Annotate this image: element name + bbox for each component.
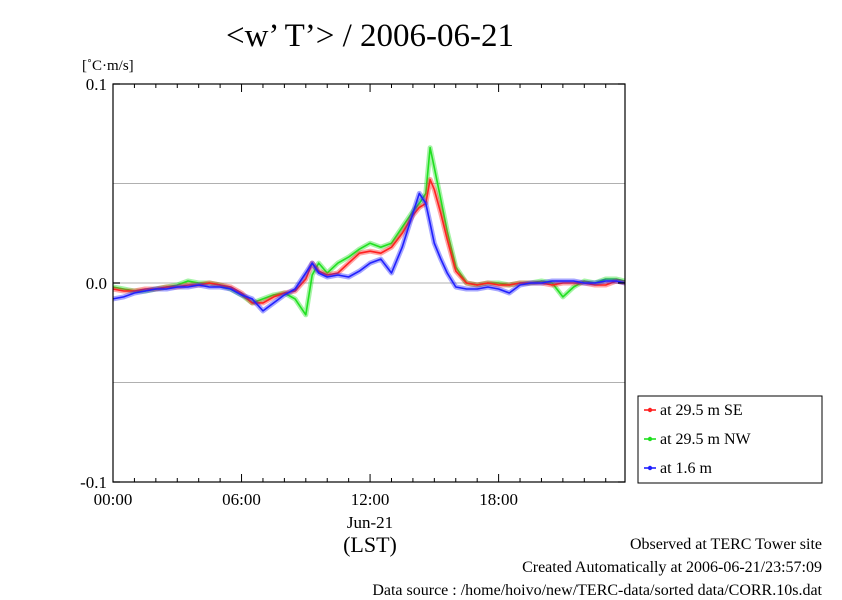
x-axis-label: (LST)	[343, 532, 397, 557]
legend-marker-1	[647, 436, 653, 442]
y-tick-label: -0.1	[80, 473, 107, 492]
legend-marker-2	[647, 465, 653, 471]
legend-box	[637, 395, 823, 484]
x-tick-label: 00:00	[94, 490, 133, 509]
legend-marker-0	[647, 407, 653, 413]
y-axis-unit-label: [˚C·m/s]	[82, 58, 134, 74]
x-axis-ticks: 00:00 06:00 12:00 18:00	[94, 84, 607, 509]
x-tick-label: 06:00	[222, 490, 261, 509]
footer-created-time: Created Automatically at 2006-06-21/23:5…	[522, 559, 822, 576]
series-group	[112, 145, 626, 318]
series-line-2	[112, 192, 626, 312]
series-band-1	[112, 145, 626, 318]
y-axis-ticks: 0.1 0.0 -0.1	[80, 75, 625, 492]
y-tick-label: 0.0	[86, 274, 107, 293]
footer-data-source: Data source : /home/hoivo/new/TERC-data/…	[372, 582, 822, 599]
chart-title: <w’ T’> / 2006-06-21	[226, 18, 514, 54]
series-line-1	[112, 146, 626, 316]
legend-label-1: at 29.5 m NW	[660, 431, 752, 448]
x-tick-label: 12:00	[351, 490, 390, 509]
x-tick-label: 18:00	[479, 490, 518, 509]
legend-label-0: at 29.5 m SE	[660, 402, 743, 419]
legend: at 29.5 m SE at 29.5 m NW at 1.6 m	[637, 395, 823, 484]
y-tick-label: 0.1	[86, 75, 107, 94]
x-axis-date-label: Jun-21	[347, 513, 393, 532]
legend-label-2: at 1.6 m	[660, 460, 713, 477]
footer-observed-site: Observed at TERC Tower site	[629, 536, 822, 553]
